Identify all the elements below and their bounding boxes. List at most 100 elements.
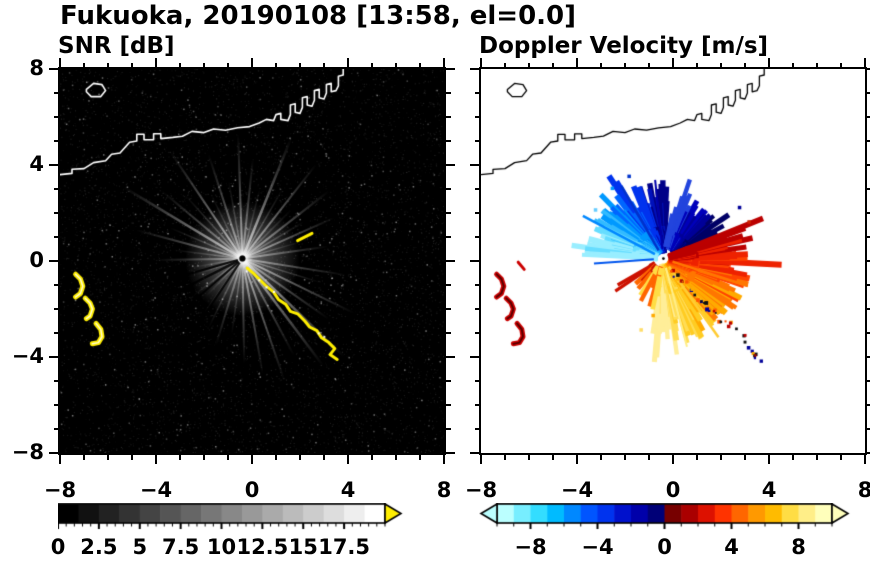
axis-tick xyxy=(624,455,626,460)
snr-panel-title: SNR [dB] xyxy=(58,33,175,59)
axis-tick xyxy=(83,455,85,460)
axis-tick xyxy=(446,212,451,214)
axis-tick xyxy=(154,455,158,464)
axis-tick xyxy=(528,62,530,67)
axis-tick xyxy=(419,455,421,460)
x-tick-label: 0 xyxy=(665,478,681,502)
snr-colorbar: 0 2.5 5 7.5 10 12.5 15 17.5 xyxy=(51,503,408,567)
axis-tick xyxy=(867,163,870,167)
colorbar-tick-label: 5 xyxy=(132,535,148,559)
axis-tick xyxy=(203,62,205,67)
axis-tick xyxy=(474,332,479,334)
y-tick-label: 4 xyxy=(29,152,44,176)
axis-tick xyxy=(58,58,62,67)
axis-tick xyxy=(867,212,870,214)
axis-tick xyxy=(53,308,58,310)
axis-tick xyxy=(49,355,58,359)
axis-tick xyxy=(479,58,483,67)
axis-tick xyxy=(840,62,842,67)
axis-tick xyxy=(867,92,870,94)
axis-tick xyxy=(474,380,479,382)
axis-tick xyxy=(867,140,870,142)
axis-tick xyxy=(600,455,602,460)
axis-tick xyxy=(203,455,205,460)
colorbar-tick-label: 12.5 xyxy=(236,535,289,559)
axis-tick xyxy=(671,455,675,464)
axis-tick xyxy=(696,62,698,67)
axis-tick xyxy=(446,284,451,286)
axis-tick xyxy=(767,58,771,67)
axis-tick xyxy=(867,428,870,430)
axis-tick xyxy=(648,455,650,460)
colorbar-tick-label: 17.5 xyxy=(318,535,371,559)
axis-tick xyxy=(446,236,451,238)
axis-tick xyxy=(227,455,229,460)
figure-title: Fukuoka, 20190108 [13:58, el=0.0] xyxy=(60,1,577,31)
axis-tick xyxy=(446,404,451,406)
axis-tick xyxy=(867,451,870,455)
axis-tick xyxy=(53,212,58,214)
axis-tick xyxy=(446,332,451,334)
axis-tick xyxy=(53,188,58,190)
colorbar-tick-label: 7.5 xyxy=(162,535,200,559)
axis-tick xyxy=(275,62,277,67)
axis-tick xyxy=(867,380,870,382)
axis-tick xyxy=(867,236,870,238)
colorbar-tick-label: 0 xyxy=(657,535,672,559)
axis-tick xyxy=(446,140,451,142)
colorbar-tick-label: −4 xyxy=(581,535,614,559)
axis-tick xyxy=(720,455,722,460)
axis-tick xyxy=(49,163,58,167)
axis-tick xyxy=(442,58,446,67)
axis-tick xyxy=(867,308,870,310)
y-tick-label: −4 xyxy=(11,344,44,368)
axis-tick xyxy=(474,212,479,214)
x-tick-label: 8 xyxy=(857,478,870,502)
axis-tick xyxy=(744,455,746,460)
axis-tick xyxy=(792,62,794,67)
axis-tick xyxy=(816,62,818,67)
axis-tick xyxy=(53,284,58,286)
axis-tick xyxy=(816,455,818,460)
axis-tick xyxy=(648,62,650,67)
colorbar-tick-label: −8 xyxy=(514,535,547,559)
axis-tick xyxy=(504,455,506,460)
axis-tick xyxy=(395,455,397,460)
colorbar-tick-label: 10 xyxy=(206,535,237,559)
axis-tick xyxy=(479,455,483,464)
axis-tick xyxy=(575,58,579,67)
velocity-colorbar: −8 −4 0 4 8 xyxy=(479,503,854,567)
axis-tick xyxy=(275,455,277,460)
axis-tick xyxy=(474,284,479,286)
axis-tick xyxy=(446,380,451,382)
axis-tick xyxy=(470,163,479,167)
axis-tick xyxy=(474,404,479,406)
axis-tick xyxy=(867,188,870,190)
axis-tick xyxy=(446,451,455,455)
axis-tick xyxy=(371,455,373,460)
colorbar-tick-label: 15 xyxy=(288,535,318,559)
axis-tick xyxy=(154,58,158,67)
axis-tick xyxy=(867,116,870,118)
axis-tick xyxy=(575,455,579,464)
snr-plot-area: −8 −4 0 4 8 8 4 0 −4 −8 xyxy=(12,56,455,502)
colorbar-tick-label: 0 xyxy=(50,535,66,559)
axis-tick xyxy=(107,62,109,67)
axis-tick xyxy=(53,428,58,430)
x-tick-label: 4 xyxy=(340,478,356,502)
axis-tick xyxy=(53,404,58,406)
x-tick-label: 0 xyxy=(244,478,260,502)
colorbar-tick-label: 8 xyxy=(791,535,806,559)
axis-tick xyxy=(470,355,479,359)
axis-tick xyxy=(107,455,109,460)
y-tick-label: 0 xyxy=(29,248,44,272)
snr-radar-image xyxy=(60,69,444,453)
axis-tick xyxy=(867,259,870,263)
axis-tick xyxy=(323,455,325,460)
axis-tick xyxy=(671,58,675,67)
axis-tick xyxy=(446,259,455,263)
axis-tick xyxy=(419,62,421,67)
x-tick-label: 8 xyxy=(436,478,452,502)
axis-tick xyxy=(474,188,479,190)
axis-tick xyxy=(600,62,602,67)
